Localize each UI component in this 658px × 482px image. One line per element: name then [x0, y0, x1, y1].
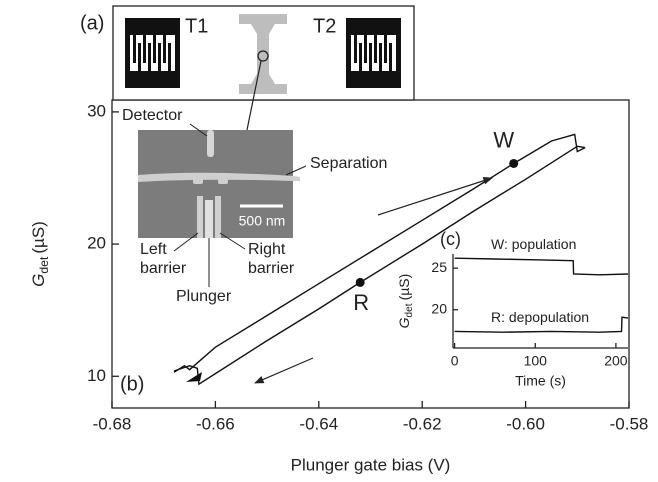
x-tick-label: -0.68	[93, 414, 132, 433]
y-axis-label: Gdet (µS)	[396, 274, 415, 329]
inset-background	[453, 254, 628, 348]
y-tick-label: 30	[87, 101, 106, 120]
pad-t2	[346, 18, 401, 88]
x-tick-label: -0.58	[610, 414, 649, 433]
y-axis-label: Gdet (µS)	[29, 221, 51, 287]
page: {"schematic": {"panel_label": "(a)", "t1…	[0, 0, 658, 482]
x-tick-label: 100	[524, 353, 548, 369]
pad-t1	[125, 18, 180, 88]
marker-point	[509, 159, 518, 168]
y-label-symbol: G	[29, 274, 48, 287]
y-label-subscript: det	[404, 303, 415, 317]
x-tick-label: -0.62	[403, 414, 442, 433]
y-tick-label: 25	[431, 259, 447, 275]
x-axis-label: Time (s)	[515, 373, 566, 389]
y-tick-label: 20	[87, 234, 106, 253]
trace-label: W: population	[491, 236, 576, 252]
figure: -0.68 -0.66 -0.64 -0.62 -0.60 -0.58 10 20 30 Plun…	[0, 0, 658, 482]
sem-image: 500 nm	[138, 130, 300, 238]
separation-label: Separation	[310, 155, 387, 172]
y-label-subscript: det	[37, 256, 51, 274]
x-tick-label: -0.64	[299, 414, 338, 433]
sweep-arrow	[255, 358, 313, 383]
x-tick-label: 200	[604, 353, 628, 369]
y-label-unit: (µS)	[29, 221, 48, 253]
x-tick-label: -0.66	[196, 414, 235, 433]
x-tick-label: -0.60	[506, 414, 545, 433]
panel-label: (b)	[120, 373, 144, 395]
y-tick-label: 10	[87, 366, 106, 385]
y-label-unit: (µS)	[396, 274, 412, 301]
inset-chart: 0 100 200 20 25 Time (s) Gdet (µS) (c) W: populat…	[396, 229, 628, 389]
sweep-arrow	[378, 178, 492, 215]
plunger-label: Plunger	[176, 288, 232, 305]
panel-label: (a)	[80, 12, 104, 34]
x-axis-label: Plunger gate bias (V)	[291, 455, 451, 474]
scale-label: 500 nm	[239, 213, 286, 229]
panel-label: (c)	[440, 229, 461, 249]
detector-label: Detector	[122, 107, 183, 124]
point-label: R	[353, 290, 369, 315]
x-tick-label: 0	[451, 353, 459, 369]
marker-point	[356, 278, 365, 287]
point-label: W	[493, 127, 514, 152]
y-label-symbol: G	[396, 317, 412, 328]
trace-label: R: depopulation	[491, 309, 589, 325]
pad-label: T2	[313, 15, 336, 37]
trace-arrowhead	[186, 372, 202, 382]
y-tick-label: 20	[431, 300, 447, 316]
pad-label: T1	[185, 15, 208, 37]
